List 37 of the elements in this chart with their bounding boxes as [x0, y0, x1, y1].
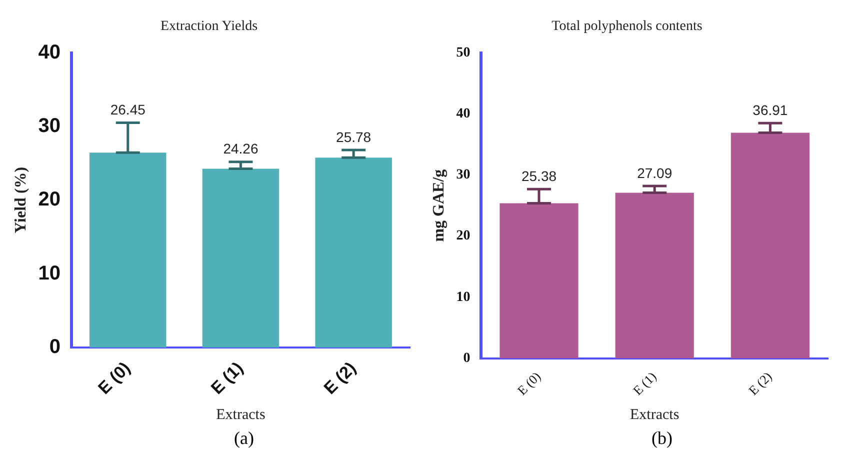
y-tick-label: 50 [456, 45, 470, 60]
data-label: 26.45 [110, 102, 146, 118]
y-tick-label: 30 [38, 114, 60, 137]
y-tick-label: 0 [49, 336, 60, 358]
text: (b) [650, 428, 674, 449]
data-label: 24.26 [223, 140, 258, 157]
x-tick-label: E (2) [320, 358, 360, 398]
y-tick-label: 40 [456, 106, 470, 122]
bar [315, 158, 392, 348]
x-tick-label: E (0) [94, 358, 134, 398]
data-label: 27.09 [637, 164, 672, 181]
y-tick-label: 20 [38, 188, 60, 211]
y-tick-label: 20 [456, 228, 470, 244]
bar [500, 203, 578, 358]
chart-title: Total polyphenols contents [552, 19, 702, 34]
x-tick-label: E (2) [745, 368, 775, 398]
bar [730, 132, 810, 358]
x-tick-label: E (1) [630, 368, 660, 398]
bar [615, 192, 694, 358]
y-tick-label: 40 [38, 41, 60, 64]
y-tick-label: 30 [456, 168, 470, 183]
bar [90, 152, 166, 348]
bar [202, 168, 280, 348]
chart-title: Extraction Yields [160, 19, 258, 34]
y-tick-label: 10 [38, 262, 60, 284]
y-tick-label: 0 [463, 350, 470, 366]
x-axis-title: Extracts [630, 406, 680, 423]
data-label: 25.78 [336, 128, 372, 145]
text: (a) [233, 428, 255, 449]
x-tick-label: E (0) [514, 368, 544, 398]
data-label: 25.38 [521, 168, 557, 184]
data-label: 36.91 [752, 102, 788, 118]
x-tick-label: E (1) [207, 358, 247, 398]
x-axis-title: Extracts [216, 406, 266, 423]
y-axis-title: mg GAE/g [430, 169, 448, 242]
y-axis-title: Yield (%) [12, 166, 30, 234]
y-tick-label: 10 [456, 290, 470, 305]
